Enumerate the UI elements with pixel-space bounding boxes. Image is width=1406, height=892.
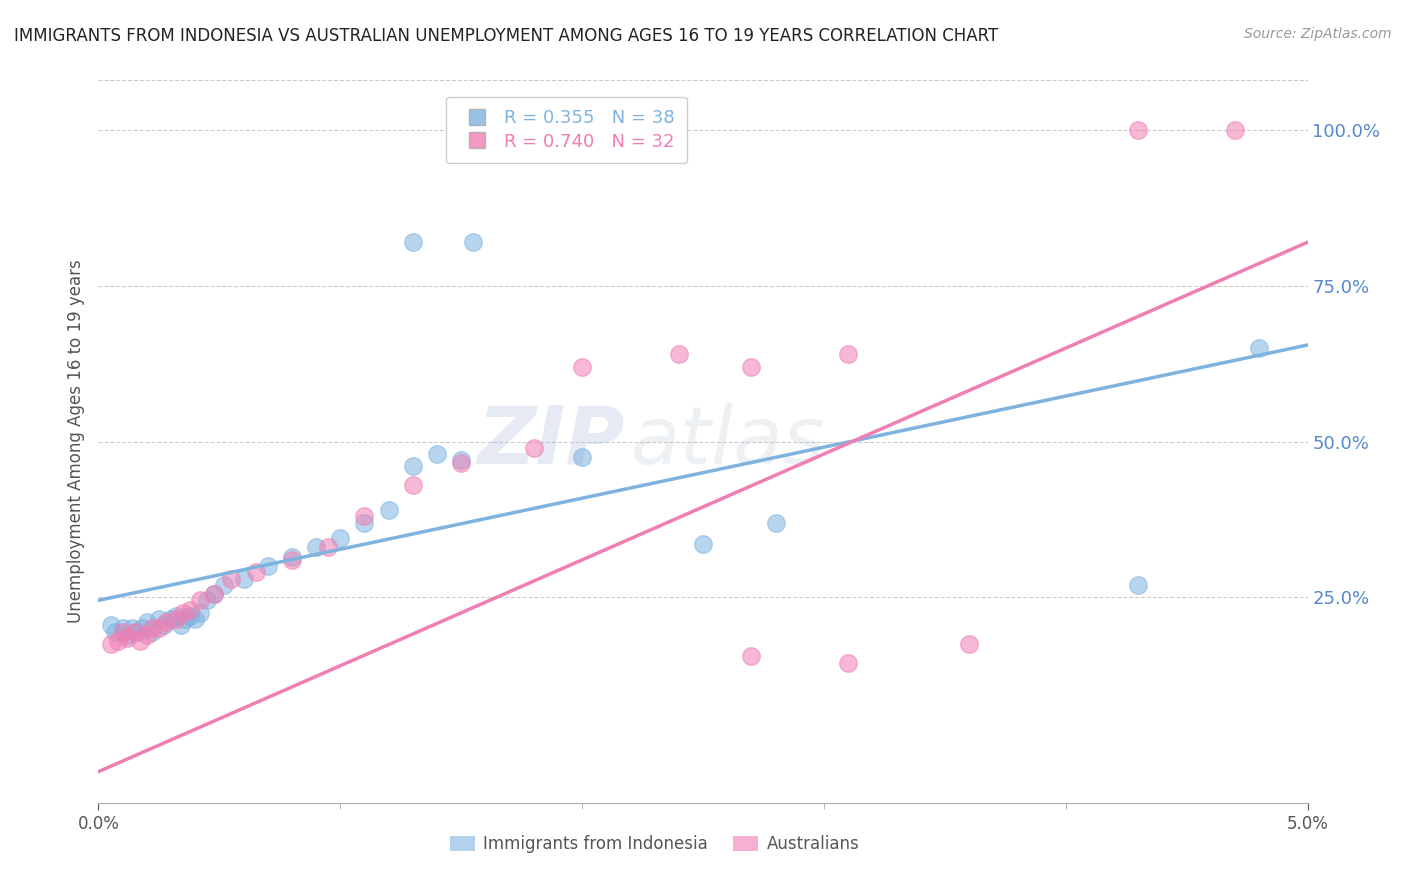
Point: [245, 566, 267, 580]
Point: [172, 606, 194, 620]
Point: [204, 587, 226, 601]
Point: [402, 235, 425, 250]
Point: [204, 587, 226, 601]
Point: [128, 633, 150, 648]
Point: [124, 624, 146, 639]
Point: [155, 615, 177, 630]
Point: [148, 621, 170, 635]
Point: [100, 637, 122, 651]
Point: [141, 621, 163, 635]
Text: atlas: atlas: [630, 402, 825, 481]
Text: ZIP: ZIP: [477, 402, 624, 481]
Point: [692, 537, 714, 551]
Point: [450, 453, 472, 467]
Point: [281, 549, 304, 564]
Point: [121, 621, 143, 635]
Point: [740, 359, 762, 374]
Point: [135, 627, 157, 641]
Point: [117, 627, 139, 641]
Point: [740, 649, 762, 664]
Point: [571, 359, 593, 374]
Point: [1249, 341, 1271, 355]
Point: [668, 347, 690, 361]
Point: [127, 624, 149, 639]
Point: [402, 478, 425, 492]
Point: [165, 609, 187, 624]
Point: [256, 559, 278, 574]
Point: [165, 612, 187, 626]
Point: [316, 541, 339, 555]
Point: [221, 572, 243, 586]
Point: [837, 347, 859, 361]
Point: [353, 509, 375, 524]
Point: [160, 612, 183, 626]
Point: [141, 624, 163, 639]
Point: [169, 618, 191, 632]
Point: [111, 621, 134, 635]
Point: [188, 606, 211, 620]
Point: [1128, 578, 1150, 592]
Text: Source: ZipAtlas.com: Source: ZipAtlas.com: [1244, 27, 1392, 41]
Point: [117, 631, 139, 645]
Point: [1223, 123, 1246, 137]
Point: [426, 447, 449, 461]
Point: [107, 633, 129, 648]
Point: [837, 656, 859, 670]
Point: [232, 572, 254, 586]
Legend: Immigrants from Indonesia, Australians: Immigrants from Indonesia, Australians: [443, 828, 866, 860]
Point: [135, 615, 157, 630]
Point: [402, 459, 425, 474]
Point: [450, 456, 472, 470]
Point: [100, 618, 122, 632]
Point: [184, 612, 207, 626]
Point: [212, 578, 235, 592]
Point: [765, 516, 787, 530]
Point: [131, 621, 153, 635]
Point: [1128, 123, 1150, 137]
Point: [152, 618, 174, 632]
Point: [188, 593, 211, 607]
Point: [305, 541, 328, 555]
Point: [195, 593, 218, 607]
Point: [957, 637, 980, 651]
Point: [377, 503, 399, 517]
Point: [329, 531, 352, 545]
Point: [281, 553, 304, 567]
Point: [104, 624, 127, 639]
Point: [111, 624, 134, 639]
Point: [174, 612, 197, 626]
Point: [463, 235, 485, 250]
Point: [179, 603, 201, 617]
Point: [523, 441, 546, 455]
Point: [179, 609, 201, 624]
Y-axis label: Unemployment Among Ages 16 to 19 years: Unemployment Among Ages 16 to 19 years: [66, 260, 84, 624]
Text: IMMIGRANTS FROM INDONESIA VS AUSTRALIAN UNEMPLOYMENT AMONG AGES 16 TO 19 YEARS C: IMMIGRANTS FROM INDONESIA VS AUSTRALIAN …: [14, 27, 998, 45]
Point: [353, 516, 375, 530]
Point: [148, 612, 170, 626]
Point: [571, 450, 593, 464]
